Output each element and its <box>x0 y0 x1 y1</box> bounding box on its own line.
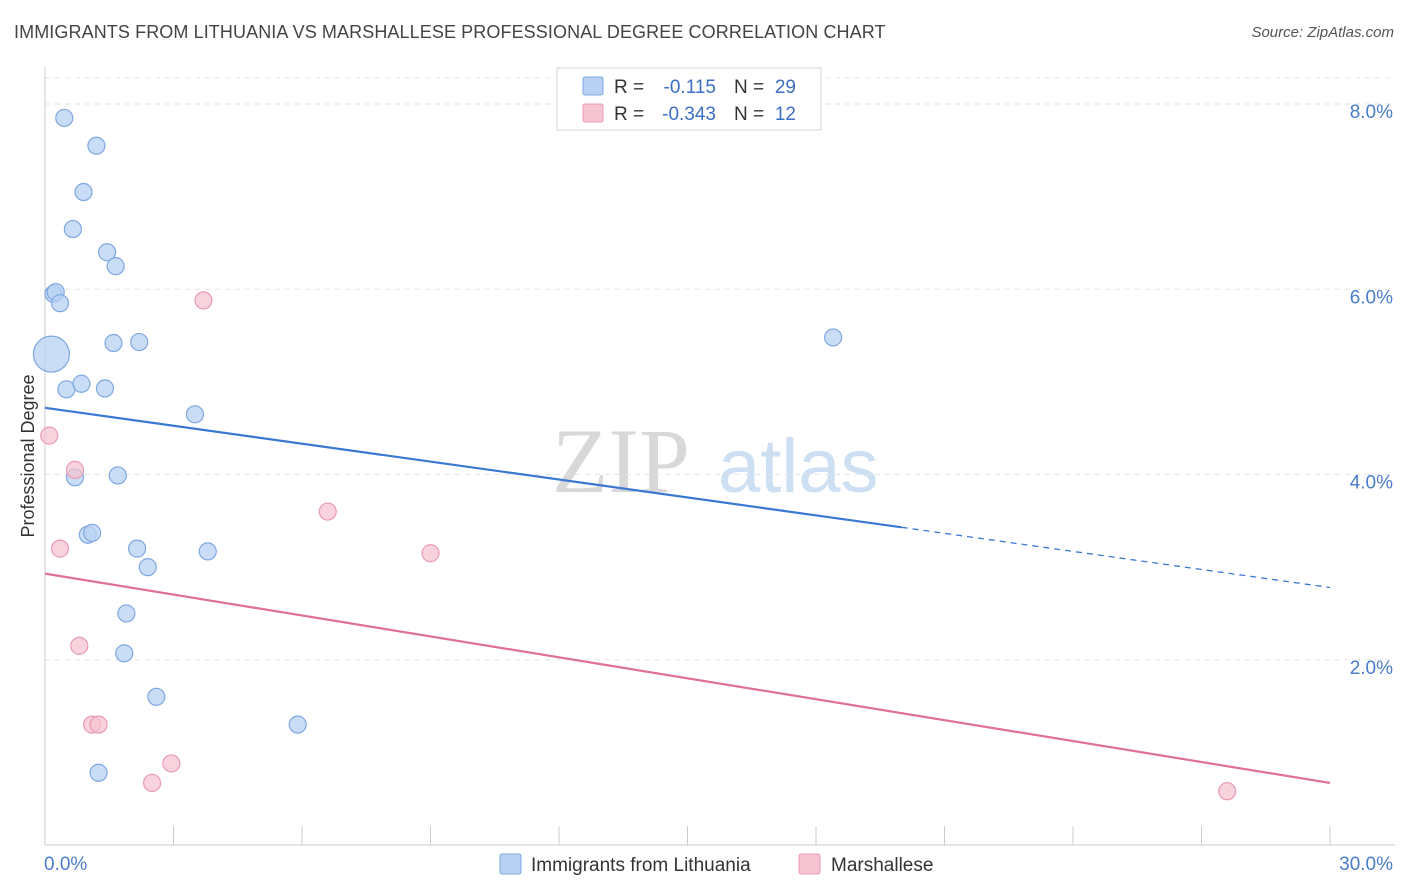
legend-r-value-1: -0.115 <box>664 77 716 98</box>
point-marshallese <box>1218 782 1237 801</box>
point-marshallese <box>421 544 440 563</box>
point-marshallese <box>318 502 337 521</box>
y-tick-label: 2.0% <box>1350 658 1393 679</box>
point-lithuania <box>83 523 102 542</box>
y-tick-label: 4.0% <box>1350 473 1393 494</box>
legend-n-value-2: 12 <box>775 104 796 125</box>
watermark-zip: ZIP <box>552 410 690 512</box>
point-lithuania <box>55 108 74 128</box>
watermark: ZIP atlas <box>552 410 879 512</box>
point-lithuania <box>98 243 117 262</box>
point-lithuania <box>138 558 157 577</box>
chart-source: Source: ZipAtlas.com <box>1251 24 1394 41</box>
chart-title: IMMIGRANTS FROM LITHUANIA VS MARSHALLESE… <box>14 22 886 42</box>
legend-n-label-1: N = <box>734 77 764 98</box>
series-legend-label-marshallese: Marshallese <box>831 855 933 876</box>
y-tick-label: 6.0% <box>1350 287 1393 308</box>
series-legend-swatch-marshallese <box>798 853 821 875</box>
point-lithuania <box>87 136 106 155</box>
point-marshallese <box>50 539 70 558</box>
point-lithuania <box>89 763 108 782</box>
tick-labels: 2.0% 4.0% 6.0% 8.0% 0.0% 30.0% <box>44 102 1393 875</box>
point-lithuania <box>104 333 123 353</box>
trendlines <box>44 406 1331 785</box>
watermark-atlas: atlas <box>718 424 879 509</box>
point-lithuania <box>108 466 127 485</box>
point-lithuania <box>824 328 843 347</box>
legend-r-label-1: R = <box>614 77 644 98</box>
point-lithuania <box>106 257 125 276</box>
point-lithuania <box>127 539 147 558</box>
point-lithuania <box>117 604 136 623</box>
point-lithuania <box>74 182 93 202</box>
point-lithuania <box>198 542 217 561</box>
legend-n-value-1: 29 <box>775 77 796 98</box>
data-points <box>32 108 1237 801</box>
trendline-lithuania-extension <box>901 526 1331 589</box>
x-tick-label: 30.0% <box>1339 854 1393 875</box>
x-tick-label: 0.0% <box>44 854 87 875</box>
y-axis-label: Professional Degree <box>18 374 38 537</box>
point-lithuania <box>130 332 149 352</box>
correlation-legend: R = -0.115 N = 29 R = -0.343 N = 12 <box>556 67 822 131</box>
legend-r-value-2: -0.343 <box>662 104 716 125</box>
point-lithuania <box>288 715 307 734</box>
point-marshallese <box>89 715 108 734</box>
point-lithuania <box>50 294 70 313</box>
y-tick-label: 8.0% <box>1350 102 1393 123</box>
series-legend: Immigrants from Lithuania Marshallese <box>499 853 933 876</box>
point-lithuania <box>72 374 91 393</box>
point-lithuania <box>147 687 166 706</box>
point-lithuania <box>32 335 71 373</box>
point-marshallese <box>40 426 59 445</box>
legend-swatch-marshallese <box>582 103 604 123</box>
point-lithuania <box>95 379 115 398</box>
series-legend-swatch-lithuania <box>499 853 522 875</box>
trendline-marshallese <box>44 572 1331 785</box>
point-lithuania <box>185 405 205 424</box>
legend-r-label-2: R = <box>614 104 644 125</box>
point-marshallese <box>65 460 85 479</box>
point-marshallese <box>194 291 213 310</box>
legend-n-label-2: N = <box>734 104 764 125</box>
point-marshallese <box>142 773 162 793</box>
legend-swatch-lithuania <box>582 76 604 96</box>
point-lithuania <box>63 219 82 239</box>
axes <box>44 67 1395 846</box>
series-legend-label-lithuania: Immigrants from Lithuania <box>531 855 751 876</box>
point-marshallese <box>70 636 89 655</box>
point-marshallese <box>162 754 181 773</box>
gridlines <box>45 77 1395 661</box>
trendline-lithuania <box>44 406 902 529</box>
point-lithuania <box>115 644 134 663</box>
